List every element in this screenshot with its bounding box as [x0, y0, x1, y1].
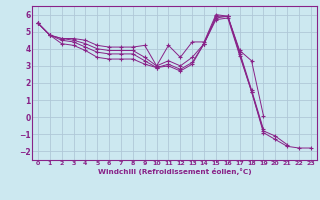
- X-axis label: Windchill (Refroidissement éolien,°C): Windchill (Refroidissement éolien,°C): [98, 168, 251, 175]
